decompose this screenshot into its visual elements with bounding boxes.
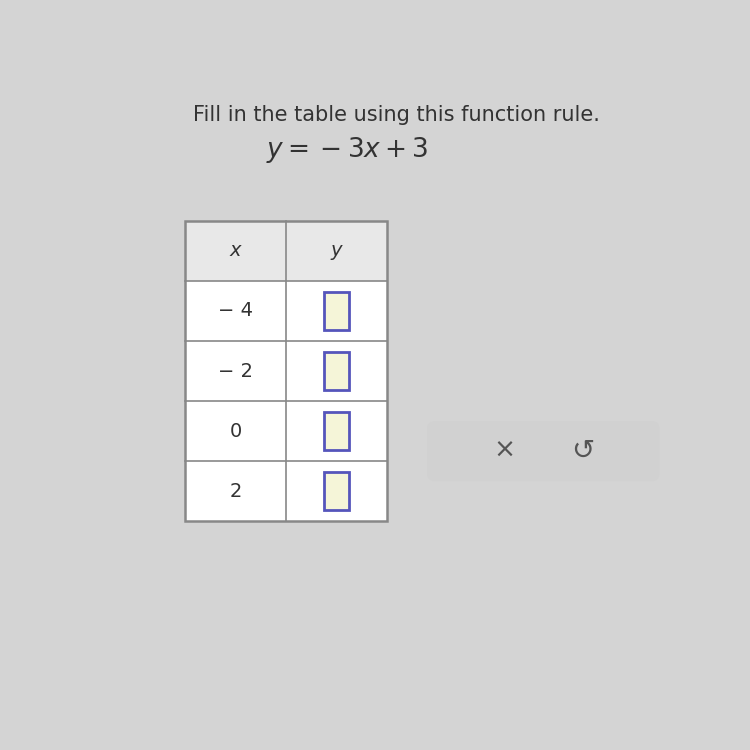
Text: ↺: ↺ <box>571 437 594 465</box>
Bar <box>185 221 387 281</box>
Text: − 2: − 2 <box>218 362 253 380</box>
Text: $y = -3x + 3$: $y = -3x + 3$ <box>266 135 428 165</box>
Bar <box>324 412 349 450</box>
Text: 0: 0 <box>230 422 242 440</box>
Text: Fill in the table using this function rule.: Fill in the table using this function ru… <box>193 105 599 125</box>
Bar <box>324 292 349 330</box>
Bar <box>185 221 387 521</box>
Text: − 4: − 4 <box>218 302 253 320</box>
Bar <box>185 221 387 521</box>
Bar <box>324 352 349 390</box>
Bar <box>324 472 349 511</box>
FancyBboxPatch shape <box>427 421 659 482</box>
Text: ×: × <box>494 438 515 464</box>
Text: y: y <box>331 242 342 260</box>
Text: x: x <box>230 242 242 260</box>
Text: 2: 2 <box>230 482 242 501</box>
